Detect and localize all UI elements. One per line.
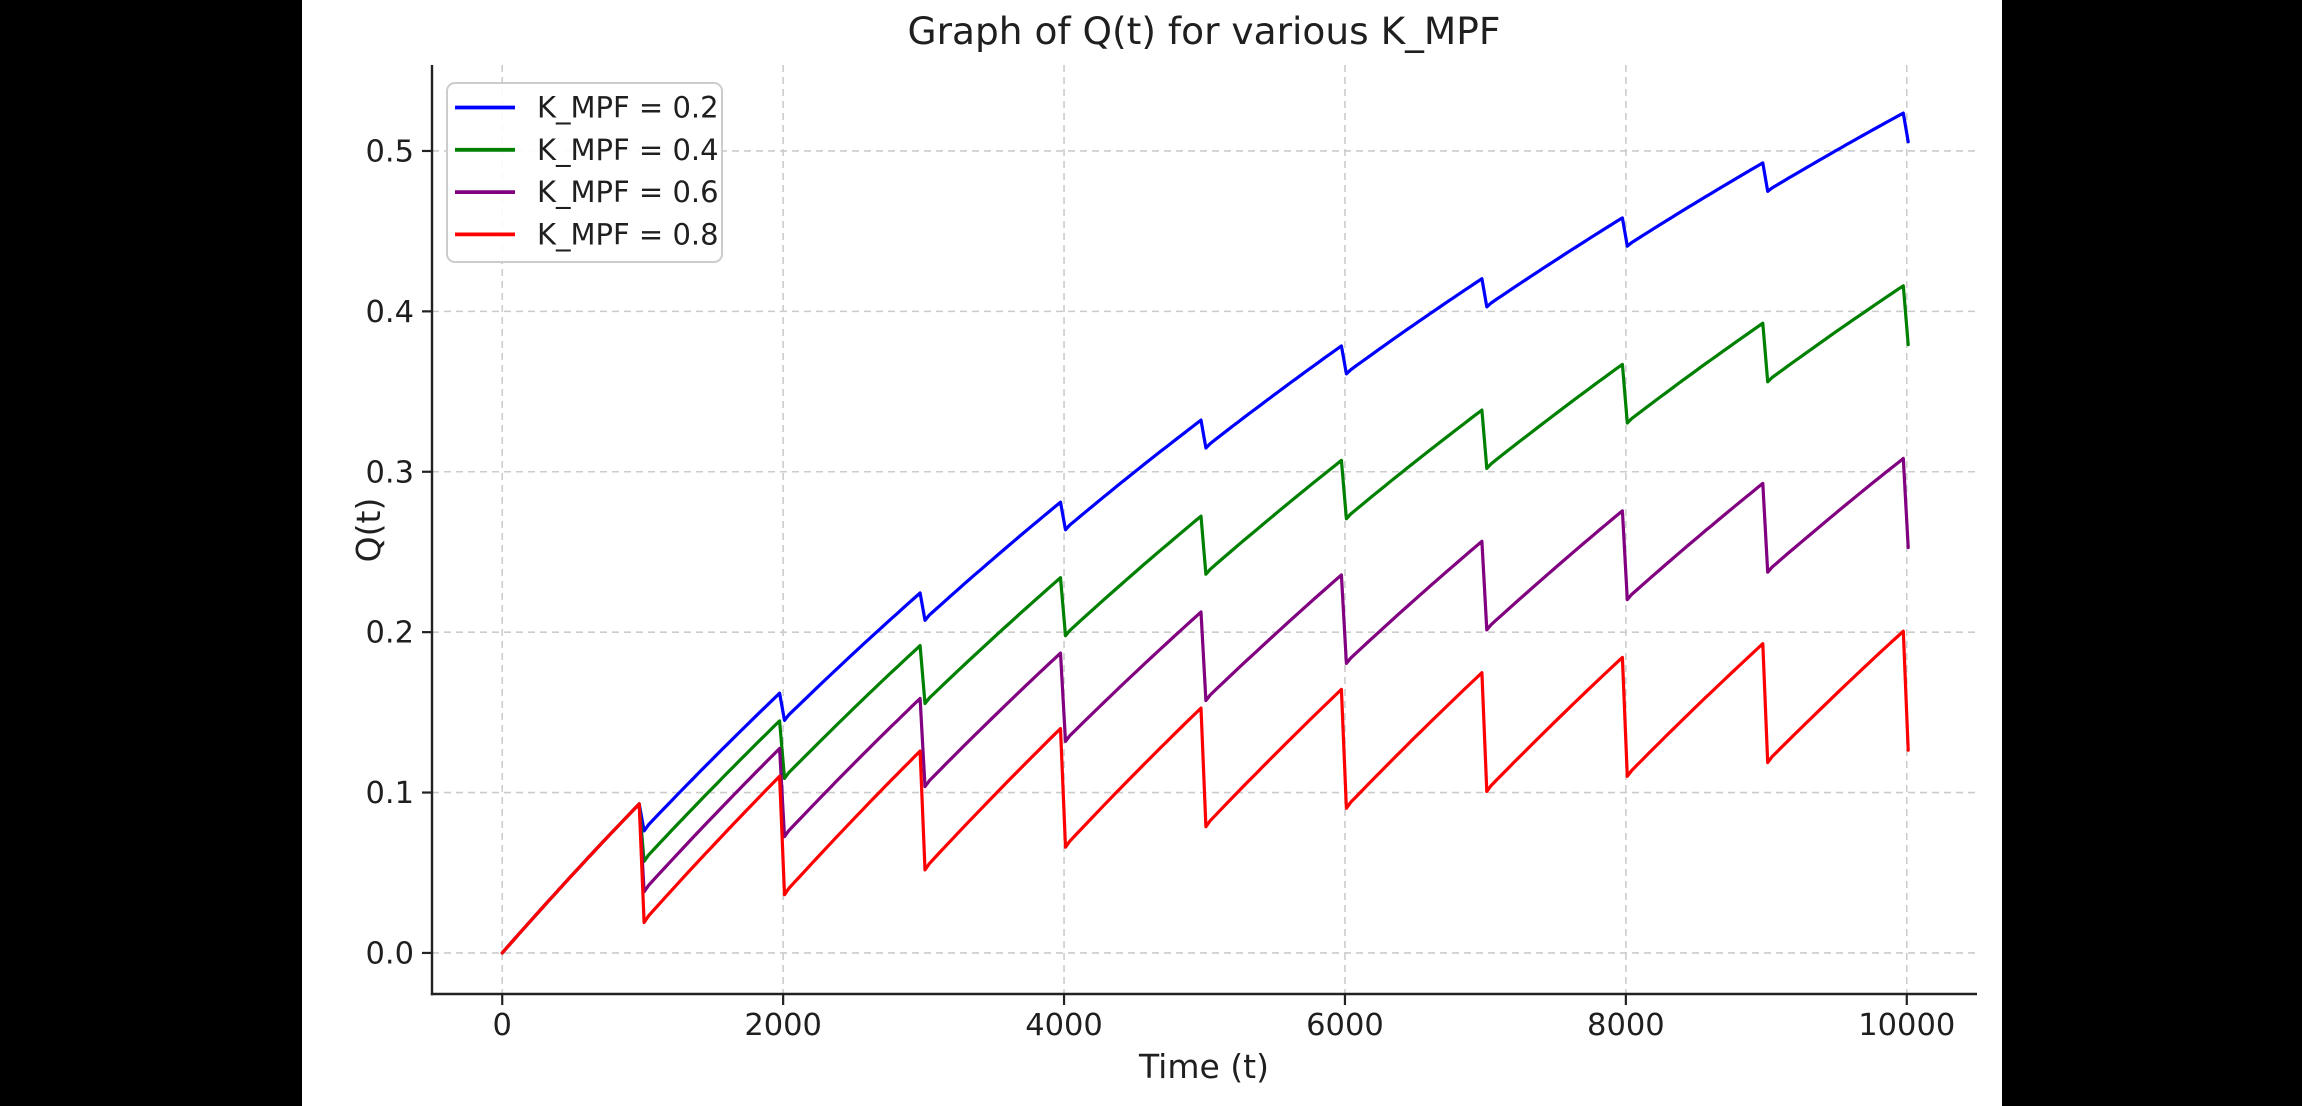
legend-label: K_MPF = 0.2 (537, 91, 719, 125)
chart-title: Graph of Q(t) for various K_MPF (908, 9, 1501, 53)
data-curves (500, 111, 1910, 955)
x-tick-label: 4000 (1025, 1008, 1103, 1043)
legend-label: K_MPF = 0.8 (537, 217, 719, 251)
legend-entry: K_MPF = 0.6 (455, 175, 719, 209)
y-tick-label: 0.3 (365, 455, 414, 490)
legend-entry: K_MPF = 0.4 (455, 133, 719, 167)
y-tick-label: 0.1 (365, 776, 414, 811)
axes (422, 65, 1977, 1005)
x-tick-label: 6000 (1306, 1008, 1384, 1043)
plot-canvas: 0 2000 4000 6000 8000 10000 0.0 0.1 0.2 0.3 0.4 0.5… (349, 9, 1977, 1086)
x-tick-label: 2000 (744, 1008, 822, 1043)
legend-entry: K_MPF = 0.8 (455, 217, 719, 251)
legend: K_MPF = 0.2 K_MPF = 0.4 K_MPF = 0.6 K_MPF =… (446, 82, 723, 263)
y-axis-label: Q(t) (349, 498, 388, 563)
x-axis-label: Time (t) (1138, 1047, 1269, 1086)
x-tick-label: 10000 (1858, 1008, 1955, 1043)
curve-kmpf-0.8 (500, 629, 1910, 955)
legend-label: K_MPF = 0.6 (537, 175, 719, 209)
y-tick-label: 0.4 (365, 295, 414, 330)
curve-kmpf-0.2 (500, 111, 1910, 955)
legend-label: K_MPF = 0.4 (537, 133, 719, 167)
y-tick-label: 0.5 (365, 134, 414, 169)
legend-box (446, 82, 723, 263)
matplotlib-figure: 0 2000 4000 6000 8000 10000 0.0 0.1 0.2 0.3 0.4 0.5… (302, 0, 2002, 1106)
legend-entry: K_MPF = 0.2 (455, 91, 719, 125)
curve-kmpf-0.6 (500, 456, 1910, 955)
tick-labels: 0 2000 4000 6000 8000 10000 0.0 0.1 0.2 0.3 0.4 0.5 (365, 134, 1955, 1043)
y-tick-label: 0.0 (365, 936, 414, 971)
y-tick-label: 0.2 (365, 616, 414, 651)
x-tick-label: 8000 (1587, 1008, 1665, 1043)
curve-kmpf-0.4 (500, 284, 1910, 955)
x-tick-label: 0 (493, 1008, 512, 1043)
